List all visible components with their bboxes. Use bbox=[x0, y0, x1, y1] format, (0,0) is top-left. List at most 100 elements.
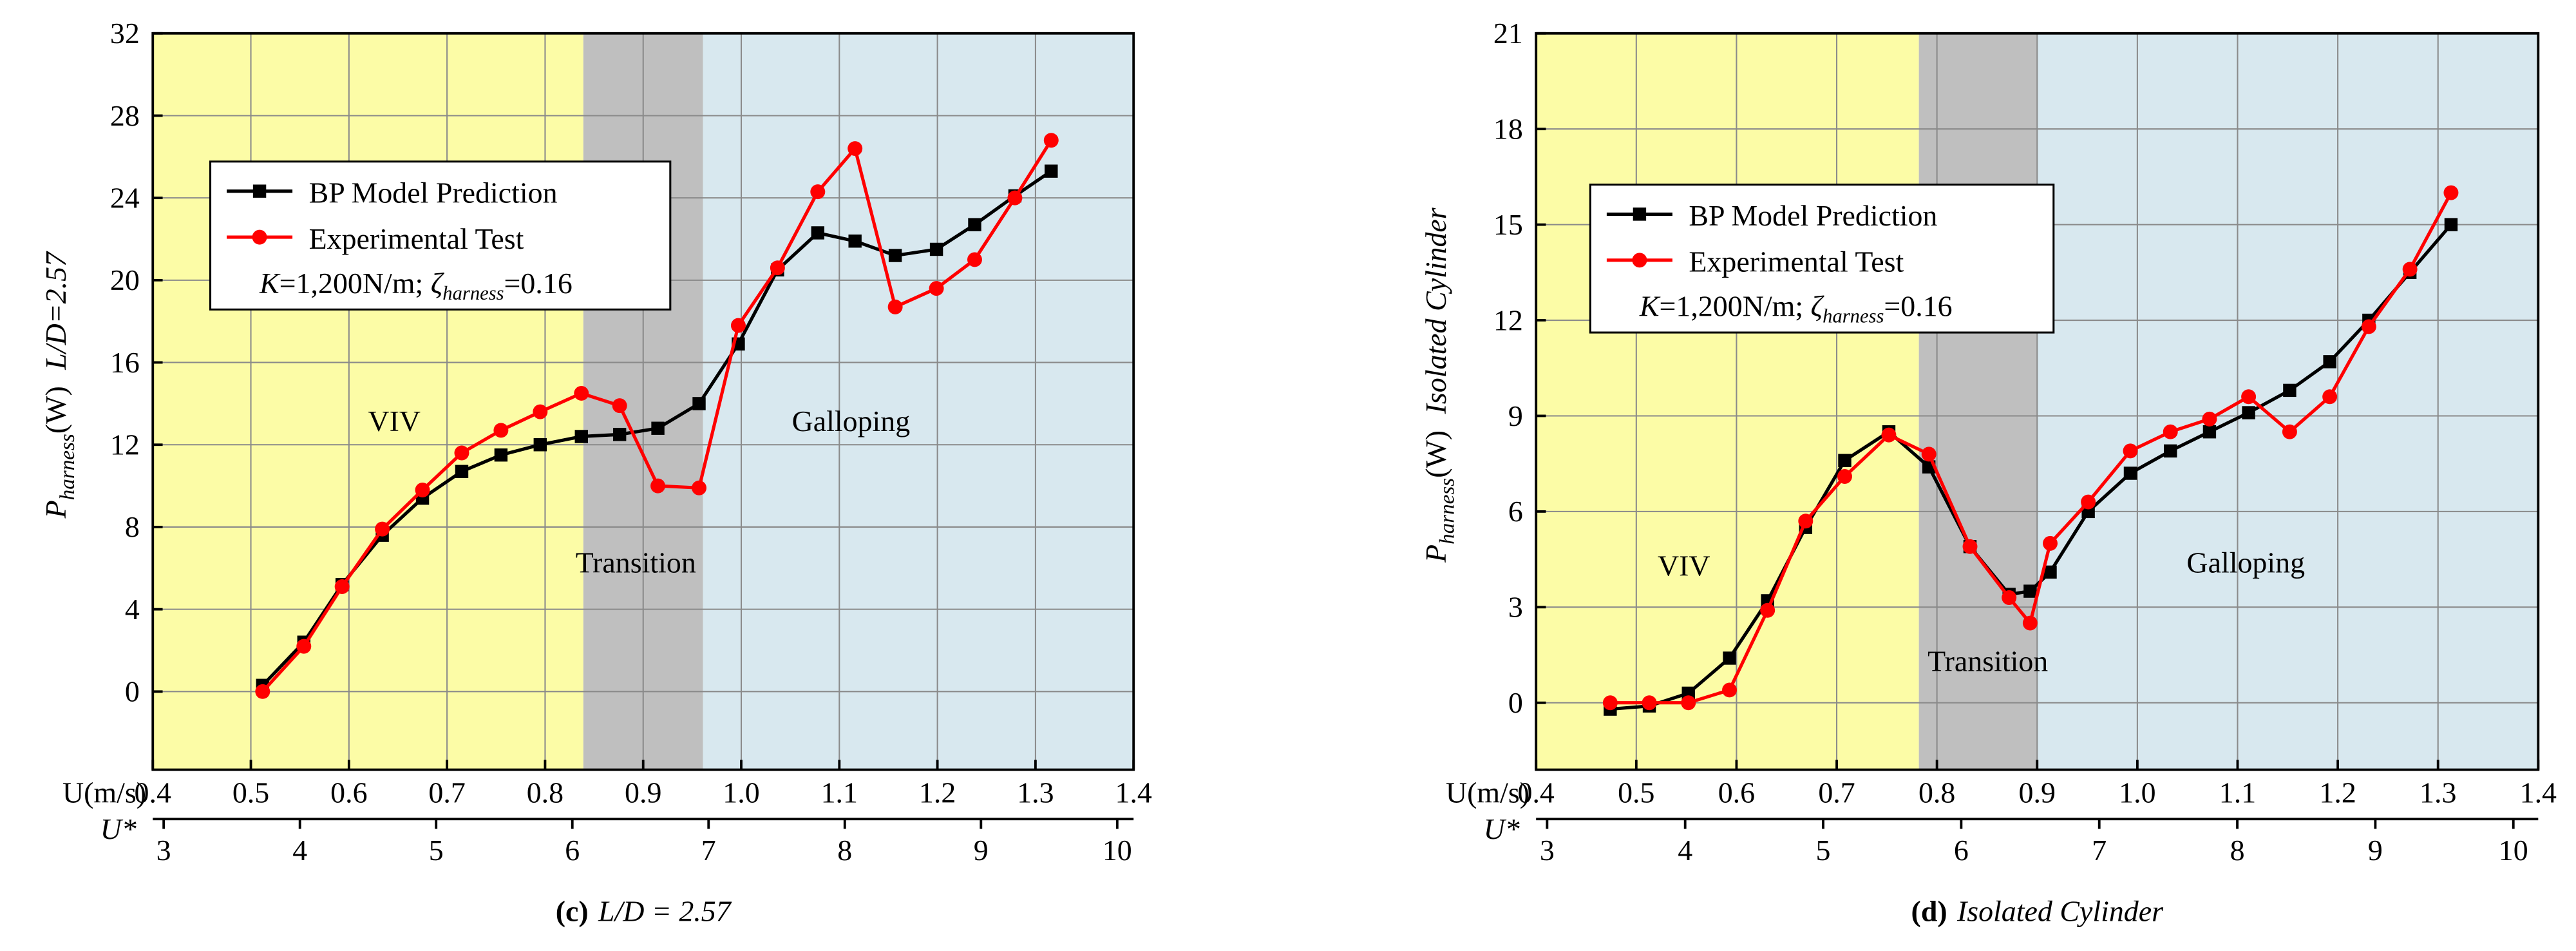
caption-label: (c) bbox=[556, 894, 589, 927]
y-tick-label: 28 bbox=[110, 99, 140, 132]
legend-marker bbox=[252, 184, 267, 198]
marker bbox=[2242, 406, 2255, 419]
marker bbox=[612, 398, 627, 414]
marker bbox=[2282, 424, 2297, 439]
y-tick-label: 9 bbox=[1508, 399, 1523, 432]
legend-marker bbox=[1632, 253, 1647, 268]
x2-tick-label: 7 bbox=[2092, 834, 2107, 867]
marker bbox=[1921, 447, 1937, 462]
x-tick-label: 0.4 bbox=[135, 776, 171, 809]
marker bbox=[968, 218, 981, 231]
region-label: VIV bbox=[368, 405, 421, 437]
marker bbox=[2361, 319, 2376, 334]
plot-frame bbox=[1535, 32, 2540, 771]
x-tick-label: 1.4 bbox=[2520, 776, 2557, 809]
marker bbox=[494, 448, 508, 462]
marker bbox=[2123, 443, 2138, 459]
y-label-sub: harness bbox=[55, 434, 79, 500]
region-label: Transition bbox=[1927, 645, 2048, 678]
marker bbox=[651, 421, 665, 435]
x-tick-label: 0.8 bbox=[527, 776, 564, 809]
annotation-part: harness bbox=[1823, 305, 1884, 327]
marker bbox=[650, 478, 666, 494]
region-label: Galloping bbox=[792, 405, 911, 437]
y-label-symbol: P bbox=[39, 500, 72, 519]
marker bbox=[730, 318, 746, 333]
x-tick-label: 0.4 bbox=[1518, 776, 1555, 809]
marker bbox=[375, 521, 390, 537]
y-tick-label: 20 bbox=[110, 264, 140, 296]
marker bbox=[811, 226, 825, 240]
x2-tick-label: 6 bbox=[1954, 834, 1969, 867]
marker bbox=[2164, 444, 2177, 458]
y-tick-label: 18 bbox=[1493, 113, 1523, 146]
marker bbox=[296, 639, 312, 654]
caption: (c) L/D = 2.57 bbox=[556, 894, 732, 927]
marker bbox=[533, 404, 548, 419]
y-label-symbol: P bbox=[1419, 544, 1452, 563]
y-label-sub: harness bbox=[1435, 478, 1459, 544]
x-tick-label: 0.9 bbox=[2019, 776, 2056, 809]
annotation-part: =1,200N/m; bbox=[279, 267, 431, 300]
marker bbox=[1007, 190, 1023, 206]
marker bbox=[493, 423, 509, 438]
caption-label: (d) bbox=[1911, 894, 1947, 927]
x2-tick-label: 4 bbox=[292, 834, 307, 867]
plot-frame bbox=[151, 32, 1135, 771]
region-label: VIV bbox=[1658, 550, 1710, 582]
x-tick-label: 1.0 bbox=[723, 776, 759, 809]
legend-marker bbox=[252, 229, 267, 245]
annotation-part: harness bbox=[442, 282, 504, 304]
x2-tick-label: 10 bbox=[1103, 834, 1132, 867]
marker bbox=[612, 428, 627, 441]
x2-tick-label: 6 bbox=[565, 834, 580, 867]
x-tick-label: 0.5 bbox=[232, 776, 269, 809]
caption-text: Isolated Cylinder bbox=[1956, 894, 2163, 927]
marker bbox=[929, 281, 944, 296]
x2-tick-label: 9 bbox=[2368, 834, 2383, 867]
legend-label: BP Model Prediction bbox=[1689, 199, 1937, 232]
marker bbox=[1045, 164, 1058, 178]
marker bbox=[2123, 466, 2137, 480]
marker bbox=[454, 445, 469, 461]
marker bbox=[2241, 389, 2257, 405]
y-tick-label: 12 bbox=[1493, 303, 1523, 336]
marker bbox=[1798, 514, 1814, 529]
x-tick-label: 1.2 bbox=[919, 776, 956, 809]
marker bbox=[848, 234, 862, 248]
x-tick-label: 0.6 bbox=[1718, 776, 1755, 809]
legend-label: Experimental Test bbox=[309, 222, 524, 255]
marker bbox=[1837, 468, 1852, 484]
x-tick-label: 0.6 bbox=[330, 776, 367, 809]
y-tick-label: 4 bbox=[125, 593, 140, 626]
x-tick-label: 0.5 bbox=[1618, 776, 1654, 809]
marker bbox=[2002, 590, 2017, 605]
x-tick-label: 1.3 bbox=[1017, 776, 1054, 809]
x-tick-label: 1.1 bbox=[821, 776, 858, 809]
x-axis-label: U(m/s) bbox=[62, 776, 146, 809]
marker bbox=[929, 242, 943, 256]
marker bbox=[574, 430, 588, 443]
region bbox=[1536, 33, 1919, 770]
marker bbox=[2022, 615, 2038, 631]
y-tick-label: 21 bbox=[1493, 17, 1523, 50]
annotation-part: K bbox=[259, 267, 281, 300]
marker bbox=[2283, 383, 2297, 398]
marker bbox=[1838, 454, 1852, 467]
marker bbox=[415, 482, 430, 497]
annotation-part: ζ bbox=[431, 267, 445, 300]
marker bbox=[1602, 695, 1618, 711]
x-tick-label: 1.1 bbox=[2219, 776, 2256, 809]
x-tick-label: 1.2 bbox=[2319, 776, 2356, 809]
marker bbox=[2163, 424, 2178, 439]
legend-label: Experimental Test bbox=[1689, 245, 1904, 278]
marker bbox=[1723, 651, 1736, 665]
x-tick-label: 1.4 bbox=[1115, 776, 1152, 809]
x-tick-label: 0.7 bbox=[1818, 776, 1855, 809]
y-tick-label: 12 bbox=[110, 428, 140, 461]
caption: (d) Isolated Cylinder bbox=[1911, 894, 2164, 927]
y-tick-label: 3 bbox=[1508, 591, 1523, 624]
y-tick-label: 0 bbox=[125, 675, 140, 708]
marker bbox=[2323, 355, 2336, 369]
